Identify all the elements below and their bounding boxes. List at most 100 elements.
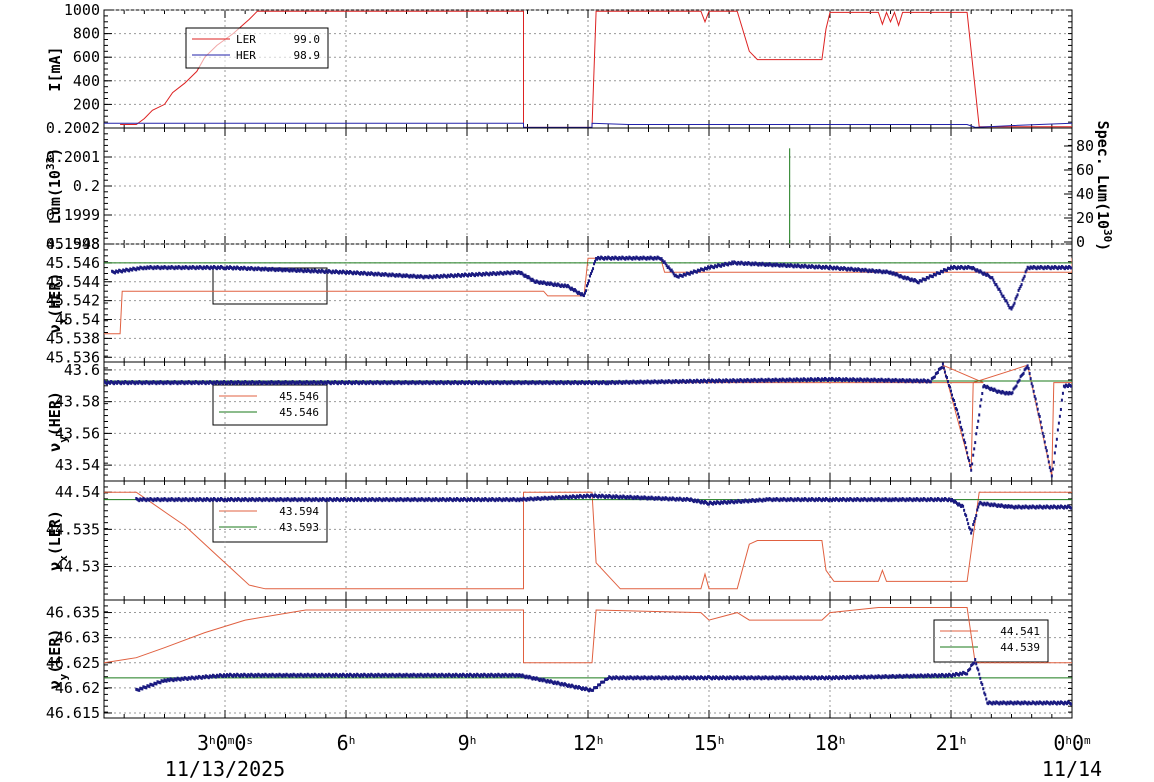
data-point xyxy=(242,498,245,502)
data-point xyxy=(154,682,157,686)
data-point xyxy=(301,497,304,501)
data-point xyxy=(819,498,822,502)
data-point xyxy=(810,377,813,381)
data-point xyxy=(559,496,562,500)
data-point xyxy=(734,676,737,680)
data-point xyxy=(670,498,673,502)
data-point xyxy=(964,441,967,445)
data-point xyxy=(850,675,853,679)
data-point xyxy=(554,681,557,685)
data-point xyxy=(688,498,691,502)
data-point xyxy=(1031,700,1034,704)
y-tick-label: 600 xyxy=(73,48,100,66)
data-point xyxy=(149,380,152,384)
data-point xyxy=(727,379,730,383)
data-point xyxy=(632,497,635,501)
data-point xyxy=(926,673,929,677)
data-point xyxy=(174,497,177,501)
data-point xyxy=(668,379,671,383)
data-point xyxy=(135,497,138,501)
data-point xyxy=(720,500,723,504)
data-point xyxy=(916,281,919,285)
data-point xyxy=(446,273,449,277)
data-point xyxy=(295,380,298,384)
data-point xyxy=(911,380,914,384)
data-point xyxy=(833,676,836,680)
data-point xyxy=(386,382,389,386)
data-point xyxy=(922,675,925,679)
data-point xyxy=(833,378,836,382)
data-point xyxy=(1030,382,1033,386)
data-point xyxy=(550,381,553,385)
data-point xyxy=(247,382,250,386)
data-point xyxy=(265,673,268,677)
y-tick-label: 43.54 xyxy=(55,456,100,474)
data-point xyxy=(780,498,783,502)
data-point xyxy=(868,498,871,502)
data-point xyxy=(183,382,186,386)
data-point xyxy=(404,674,407,678)
panel-3: 45.54845.54645.54445.54245.5445.53845.53… xyxy=(46,235,1073,426)
data-point xyxy=(494,499,497,503)
data-point xyxy=(145,267,148,271)
data-point xyxy=(839,267,842,271)
data-point xyxy=(1005,702,1008,706)
data-point xyxy=(1017,504,1020,508)
data-point xyxy=(784,264,787,268)
data-point xyxy=(880,270,883,274)
data-point xyxy=(338,499,341,503)
data-point xyxy=(693,675,696,679)
data-point xyxy=(680,274,683,278)
data-point xyxy=(572,289,575,293)
data-point xyxy=(522,674,525,678)
data-point xyxy=(849,377,852,381)
data-point xyxy=(231,266,234,270)
data-point xyxy=(673,380,676,384)
data-point xyxy=(980,501,983,505)
data-point xyxy=(290,673,293,677)
data-point xyxy=(419,498,422,502)
data-point xyxy=(1066,385,1069,389)
data-point xyxy=(980,398,983,402)
data-point xyxy=(218,382,221,386)
data-point xyxy=(533,381,536,385)
data-point xyxy=(1066,700,1069,704)
data-point xyxy=(812,677,815,681)
data-point xyxy=(487,381,490,385)
data-point xyxy=(978,270,981,274)
data-point xyxy=(228,674,231,678)
data-point xyxy=(898,673,901,677)
data-point xyxy=(566,283,569,287)
data-point xyxy=(937,497,940,501)
data-point xyxy=(560,380,563,384)
data-point xyxy=(381,381,384,385)
data-point xyxy=(1006,301,1009,305)
data-point xyxy=(926,497,929,501)
data-point xyxy=(462,497,465,501)
data-point xyxy=(153,265,156,269)
data-point xyxy=(433,275,436,279)
data-point xyxy=(1022,371,1025,375)
data-point xyxy=(958,502,961,506)
data-point xyxy=(626,256,629,260)
data-point xyxy=(769,262,772,266)
data-point xyxy=(508,499,511,503)
data-point xyxy=(807,264,810,268)
data-point xyxy=(844,498,847,502)
data-point xyxy=(380,380,383,384)
data-point xyxy=(968,458,971,462)
data-point xyxy=(240,266,243,270)
data-point xyxy=(382,273,385,277)
data-point xyxy=(264,498,267,502)
data-point xyxy=(398,380,401,384)
data-point xyxy=(254,673,257,677)
data-point xyxy=(276,497,279,501)
y-tick-label: 200 xyxy=(73,95,100,113)
legend-box xyxy=(933,619,1049,663)
legend-value: 98.9 xyxy=(294,49,321,62)
data-point xyxy=(817,497,820,501)
data-point xyxy=(444,673,447,677)
data-point xyxy=(469,498,472,502)
